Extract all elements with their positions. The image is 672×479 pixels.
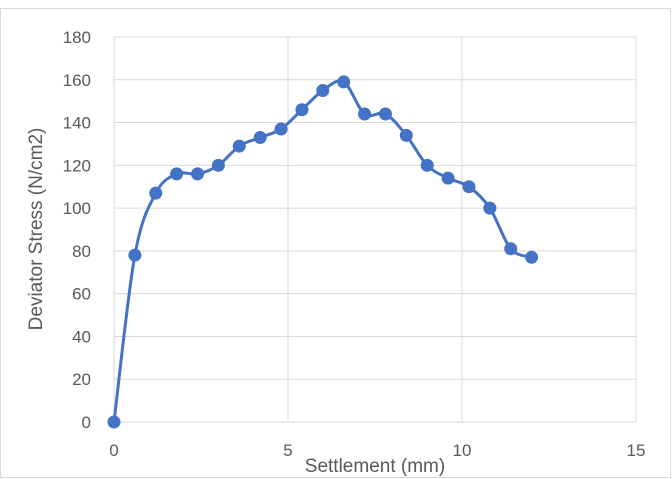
data-point-2 (149, 186, 163, 200)
y-tick-label-2: 40 (72, 327, 91, 346)
data-point-8 (274, 122, 288, 136)
data-point-0 (107, 415, 121, 429)
x-axis-ticks: 0 5 10 15 (109, 441, 645, 460)
y-tick-label-9: 180 (63, 28, 91, 47)
data-point-20 (525, 250, 539, 264)
data-point-16 (441, 171, 455, 185)
x-tick-label-3: 15 (627, 441, 646, 460)
data-point-6 (232, 139, 246, 153)
y-tick-label-4: 80 (72, 242, 91, 261)
data-point-3 (170, 167, 184, 181)
x-tick-label-2: 10 (453, 441, 472, 460)
y-tick-label-6: 120 (63, 156, 91, 175)
data-point-13 (378, 107, 392, 121)
y-axis-title: Deviator Stress (N/cm2) (26, 128, 47, 331)
y-tick-label-7: 140 (63, 114, 91, 133)
data-point-9 (295, 103, 309, 117)
y-tick-label-0: 0 (82, 413, 91, 432)
x-tick-label-0: 0 (109, 441, 118, 460)
y-tick-label-5: 100 (63, 199, 91, 218)
data-point-11 (337, 75, 351, 89)
y-tick-label-8: 160 (63, 71, 91, 90)
data-point-10 (316, 83, 330, 97)
data-point-19 (504, 242, 518, 256)
plot-area (113, 36, 637, 423)
data-point-18 (483, 201, 497, 215)
x-tick-label-1: 5 (283, 441, 292, 460)
data-point-17 (462, 180, 476, 194)
y-axis-ticks: 0 20 40 60 80 100 120 140 160 180 (63, 28, 91, 432)
x-axis-title: Settlement (mm) (305, 456, 445, 477)
data-point-7 (253, 131, 267, 145)
y-tick-label-3: 60 (72, 285, 91, 304)
chart-frame (0, 8, 671, 478)
data-point-1 (128, 248, 142, 262)
y-tick-label-1: 20 (72, 370, 91, 389)
data-points (107, 75, 539, 429)
data-point-15 (420, 158, 434, 172)
data-point-12 (358, 107, 372, 121)
data-point-14 (399, 128, 413, 142)
data-point-4 (191, 167, 205, 181)
data-point-5 (211, 158, 225, 172)
